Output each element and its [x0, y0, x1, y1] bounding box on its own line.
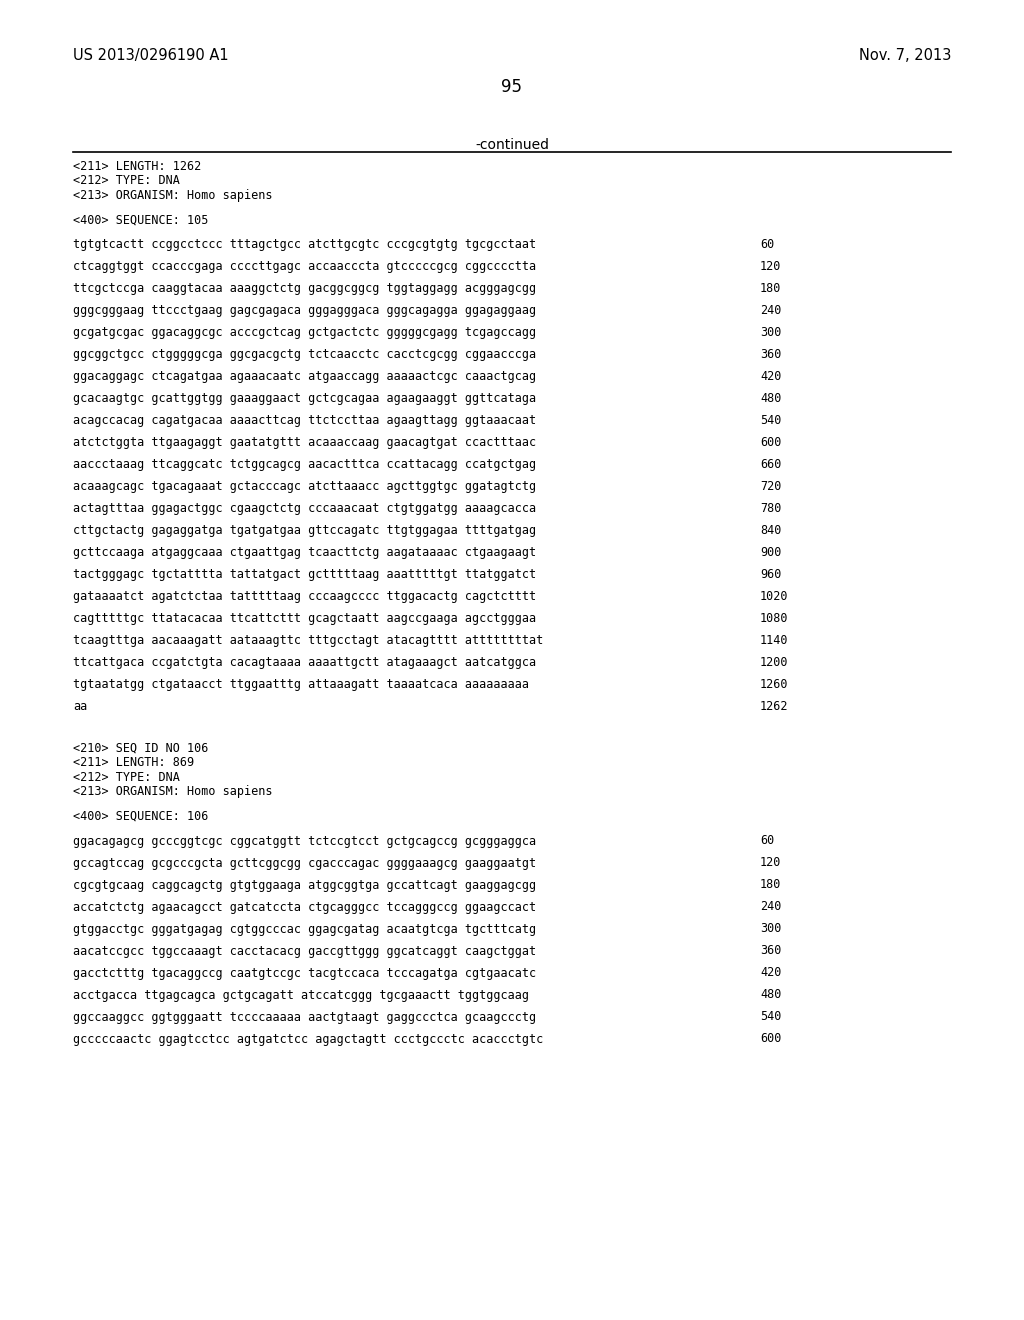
Text: 1262: 1262 [760, 700, 788, 713]
Text: <213> ORGANISM: Homo sapiens: <213> ORGANISM: Homo sapiens [73, 189, 272, 202]
Text: cagtttttgc ttatacacaa ttcattcttt gcagctaatt aagccgaaga agcctgggaa: cagtttttgc ttatacacaa ttcattcttt gcagcta… [73, 612, 537, 624]
Text: 300: 300 [760, 326, 781, 339]
Text: cttgctactg gagaggatga tgatgatgaa gttccagatc ttgtggagaa ttttgatgag: cttgctactg gagaggatga tgatgatgaa gttccag… [73, 524, 537, 537]
Text: ctcaggtggt ccacccgaga ccccttgagc accaacccta gtcccccgcg cggcccctta: ctcaggtggt ccacccgaga ccccttgagc accaacc… [73, 260, 537, 273]
Text: 60: 60 [760, 834, 774, 847]
Text: 420: 420 [760, 966, 781, 979]
Text: 1200: 1200 [760, 656, 788, 669]
Text: gcttccaaga atgaggcaaa ctgaattgag tcaacttctg aagataaaac ctgaagaagt: gcttccaaga atgaggcaaa ctgaattgag tcaactt… [73, 546, 537, 558]
Text: 360: 360 [760, 348, 781, 360]
Text: <211> LENGTH: 869: <211> LENGTH: 869 [73, 756, 195, 770]
Text: gggcgggaag ttccctgaag gagcgagaca gggagggaca gggcagagga ggagaggaag: gggcgggaag ttccctgaag gagcgagaca gggaggg… [73, 304, 537, 317]
Text: actagtttaa ggagactggc cgaagctctg cccaaacaat ctgtggatgg aaaagcacca: actagtttaa ggagactggc cgaagctctg cccaaac… [73, 502, 537, 515]
Text: 600: 600 [760, 436, 781, 449]
Text: ggccaaggcc ggtgggaatt tccccaaaaa aactgtaagt gaggccctca gcaagccctg: ggccaaggcc ggtgggaatt tccccaaaaa aactgta… [73, 1011, 537, 1023]
Text: <213> ORGANISM: Homo sapiens: <213> ORGANISM: Homo sapiens [73, 785, 272, 799]
Text: 120: 120 [760, 260, 781, 273]
Text: <400> SEQUENCE: 105: <400> SEQUENCE: 105 [73, 214, 208, 227]
Text: <400> SEQUENCE: 106: <400> SEQUENCE: 106 [73, 810, 208, 822]
Text: -continued: -continued [475, 139, 549, 152]
Text: gccagtccag gcgcccgcta gcttcggcgg cgacccagac ggggaaagcg gaaggaatgt: gccagtccag gcgcccgcta gcttcggcgg cgaccca… [73, 857, 537, 870]
Text: 1140: 1140 [760, 634, 788, 647]
Text: aacatccgcc tggccaaagt cacctacacg gaccgttggg ggcatcaggt caagctggat: aacatccgcc tggccaaagt cacctacacg gaccgtt… [73, 945, 537, 957]
Text: 780: 780 [760, 502, 781, 515]
Text: 1020: 1020 [760, 590, 788, 603]
Text: 1080: 1080 [760, 612, 788, 624]
Text: <210> SEQ ID NO 106: <210> SEQ ID NO 106 [73, 742, 208, 755]
Text: gcccccaactc ggagtcctcc agtgatctcc agagctagtt ccctgccctc acaccctgtc: gcccccaactc ggagtcctcc agtgatctcc agagct… [73, 1032, 544, 1045]
Text: gcacaagtgc gcattggtgg gaaaggaact gctcgcagaa agaagaaggt ggttcataga: gcacaagtgc gcattggtgg gaaaggaact gctcgca… [73, 392, 537, 405]
Text: cgcgtgcaag caggcagctg gtgtggaaga atggcggtga gccattcagt gaaggagcgg: cgcgtgcaag caggcagctg gtgtggaaga atggcgg… [73, 879, 537, 891]
Text: Nov. 7, 2013: Nov. 7, 2013 [859, 48, 951, 63]
Text: 180: 180 [760, 879, 781, 891]
Text: tgtaatatgg ctgataacct ttggaatttg attaaagatt taaaatcaca aaaaaaaaa: tgtaatatgg ctgataacct ttggaatttg attaaag… [73, 678, 529, 690]
Text: tgtgtcactt ccggcctccc tttagctgcc atcttgcgtc cccgcgtgtg tgcgcctaat: tgtgtcactt ccggcctccc tttagctgcc atcttgc… [73, 238, 537, 251]
Text: 480: 480 [760, 989, 781, 1002]
Text: 360: 360 [760, 945, 781, 957]
Text: 240: 240 [760, 900, 781, 913]
Text: aa: aa [73, 700, 87, 713]
Text: 60: 60 [760, 238, 774, 251]
Text: US 2013/0296190 A1: US 2013/0296190 A1 [73, 48, 228, 63]
Text: tactgggagc tgctatttta tattatgact gctttttaag aaatttttgt ttatggatct: tactgggagc tgctatttta tattatgact gcttttt… [73, 568, 537, 581]
Text: <211> LENGTH: 1262: <211> LENGTH: 1262 [73, 160, 202, 173]
Text: 120: 120 [760, 857, 781, 870]
Text: 240: 240 [760, 304, 781, 317]
Text: tcaagtttga aacaaagatt aataaagttc tttgcctagt atacagtttt attttttttat: tcaagtttga aacaaagatt aataaagttc tttgcct… [73, 634, 544, 647]
Text: <212> TYPE: DNA: <212> TYPE: DNA [73, 174, 180, 187]
Text: 660: 660 [760, 458, 781, 471]
Text: gataaaatct agatctctaa tatttttaag cccaagcccc ttggacactg cagctctttt: gataaaatct agatctctaa tatttttaag cccaagc… [73, 590, 537, 603]
Text: gtggacctgc gggatgagag cgtggcccac ggagcgatag acaatgtcga tgctttcatg: gtggacctgc gggatgagag cgtggcccac ggagcga… [73, 923, 537, 936]
Text: 420: 420 [760, 370, 781, 383]
Text: gcgatgcgac ggacaggcgc acccgctcag gctgactctc gggggcgagg tcgagccagg: gcgatgcgac ggacaggcgc acccgctcag gctgact… [73, 326, 537, 339]
Text: acaaagcagc tgacagaaat gctacccagc atcttaaacc agcttggtgc ggatagtctg: acaaagcagc tgacagaaat gctacccagc atcttaa… [73, 480, 537, 492]
Text: accatctctg agaacagcct gatcatccta ctgcagggcc tccagggccg ggaagccact: accatctctg agaacagcct gatcatccta ctgcagg… [73, 900, 537, 913]
Text: 600: 600 [760, 1032, 781, 1045]
Text: acagccacag cagatgacaa aaaacttcag ttctccttaa agaagttagg ggtaaacaat: acagccacag cagatgacaa aaaacttcag ttctcct… [73, 414, 537, 426]
Text: 95: 95 [502, 78, 522, 96]
Text: ggacaggagc ctcagatgaa agaaacaatc atgaaccagg aaaaactcgc caaactgcag: ggacaggagc ctcagatgaa agaaacaatc atgaacc… [73, 370, 537, 383]
Text: 540: 540 [760, 1011, 781, 1023]
Text: 1260: 1260 [760, 678, 788, 690]
Text: 840: 840 [760, 524, 781, 537]
Text: ggcggctgcc ctgggggcga ggcgacgctg tctcaacctc cacctcgcgg cggaacccga: ggcggctgcc ctgggggcga ggcgacgctg tctcaac… [73, 348, 537, 360]
Text: 180: 180 [760, 282, 781, 294]
Text: 900: 900 [760, 546, 781, 558]
Text: 540: 540 [760, 414, 781, 426]
Text: 480: 480 [760, 392, 781, 405]
Text: 720: 720 [760, 480, 781, 492]
Text: acctgacca ttgagcagca gctgcagatt atccatcggg tgcgaaactt tggtggcaag: acctgacca ttgagcagca gctgcagatt atccatcg… [73, 989, 529, 1002]
Text: ttcattgaca ccgatctgta cacagtaaaa aaaattgctt atagaaagct aatcatggca: ttcattgaca ccgatctgta cacagtaaaa aaaattg… [73, 656, 537, 669]
Text: 300: 300 [760, 923, 781, 936]
Text: ggacagagcg gcccggtcgc cggcatggtt tctccgtcct gctgcagccg gcgggaggca: ggacagagcg gcccggtcgc cggcatggtt tctccgt… [73, 834, 537, 847]
Text: atctctggta ttgaagaggt gaatatgttt acaaaccaag gaacagtgat ccactttaac: atctctggta ttgaagaggt gaatatgttt acaaacc… [73, 436, 537, 449]
Text: gacctctttg tgacaggccg caatgtccgc tacgtccaca tcccagatga cgtgaacatc: gacctctttg tgacaggccg caatgtccgc tacgtcc… [73, 966, 537, 979]
Text: <212> TYPE: DNA: <212> TYPE: DNA [73, 771, 180, 784]
Text: 960: 960 [760, 568, 781, 581]
Text: ttcgctccga caaggtacaa aaaggctctg gacggcggcg tggtaggagg acgggagcgg: ttcgctccga caaggtacaa aaaggctctg gacggcg… [73, 282, 537, 294]
Text: aaccctaaag ttcaggcatc tctggcagcg aacactttca ccattacagg ccatgctgag: aaccctaaag ttcaggcatc tctggcagcg aacactt… [73, 458, 537, 471]
